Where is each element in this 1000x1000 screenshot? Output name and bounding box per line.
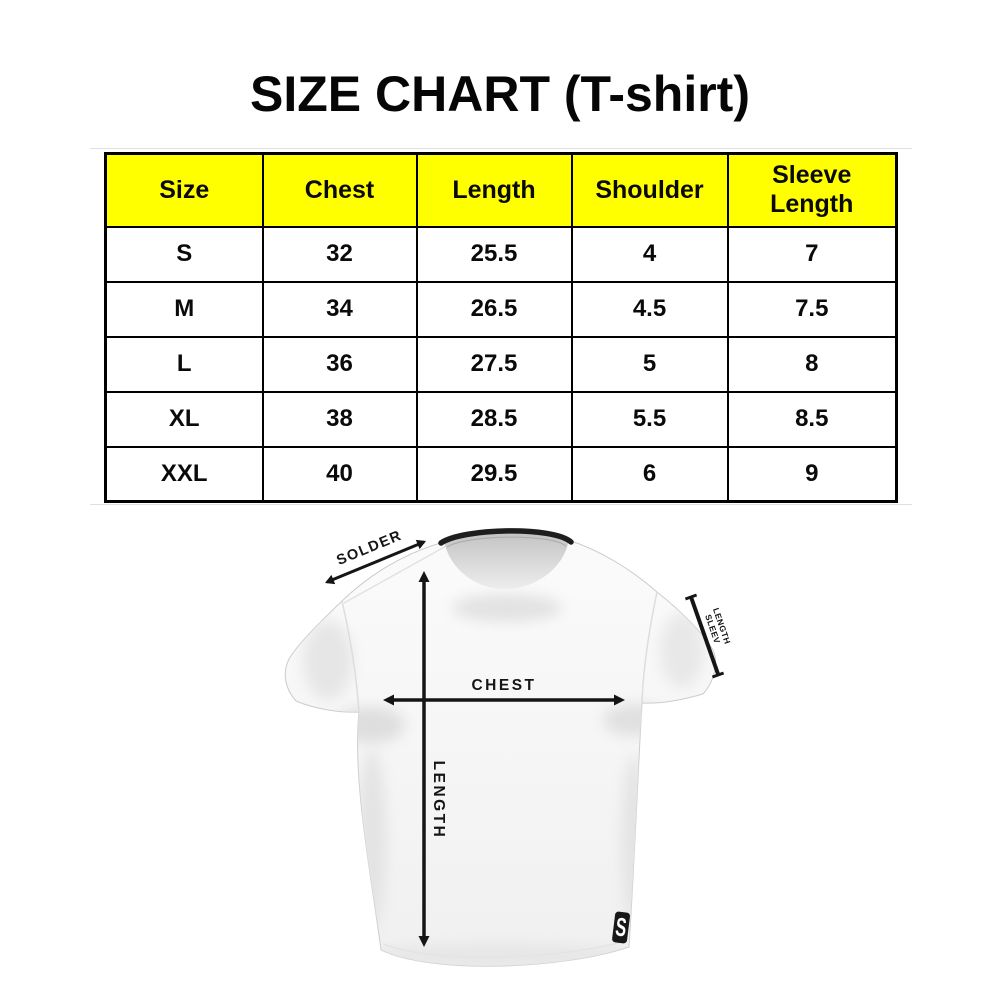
page-title: SIZE CHART (T-shirt) [250,66,750,122]
table-row: XXL 40 29.5 6 9 [104,445,898,503]
sleeve-length-cell: 7 [726,225,898,283]
size-cell: XXL [104,445,264,503]
sleeve-length-cell: 8 [726,335,898,393]
brand-tag-letter: S [614,911,628,942]
shoulder-cell: 5.5 [570,390,729,448]
column-header-shoulder: Shoulder [570,152,729,228]
shoulder-cell: 4 [570,225,729,283]
table-row: L 36 27.5 5 8 [104,335,898,393]
chest-cell: 36 [261,335,418,393]
length-cell: 27.5 [415,335,573,393]
length-label: LENGTH [430,761,447,840]
size-cell: L [104,335,264,393]
collar-band [438,528,574,546]
left-armhole-seam [341,600,360,713]
shoulder-arrow [325,539,426,585]
sleeve-length-cell: 7.5 [726,280,898,338]
left-shoulder-seam [343,544,449,604]
header-row: Size Chest Length Shoulder Sleeve Length [104,152,898,228]
column-header-sleeve-length: Sleeve Length [726,152,898,228]
collar-inner-edge [446,536,567,548]
sleeve-length-cell: 8.5 [726,390,898,448]
shoulder-cell: 4.5 [570,280,729,338]
hem-seam [383,940,627,958]
gridline-bottom [90,504,912,505]
column-header-size: Size [104,152,264,228]
chest-arrow [383,694,625,706]
size-cell: S [104,225,264,283]
shoulder-cell: 5 [570,335,729,393]
chest-cell: 40 [261,445,418,503]
size-cell: XL [104,390,264,448]
table-row: M 34 26.5 4.5 7.5 [104,280,898,338]
size-chart-table: Size Chest Length Shoulder Sleeve Length… [104,152,898,503]
length-cell: 26.5 [415,280,573,338]
brand-tag: S [612,911,630,944]
length-cell: 29.5 [415,445,573,503]
length-cell: 25.5 [415,225,573,283]
right-armhole-seam [641,591,658,704]
chest-cell: 34 [261,280,418,338]
size-cell: M [104,280,264,338]
table-row: S 32 25.5 4 7 [104,225,898,283]
shirt-shading [303,594,704,967]
neck-opening [444,532,569,589]
chest-cell: 32 [261,225,418,283]
sleeve-length-cell: 9 [726,445,898,503]
column-header-length: Length [415,152,573,228]
chest-cell: 38 [261,390,418,448]
gridline-top [90,148,912,149]
chest-label: CHEST [471,677,536,694]
table-row: XL 38 28.5 5.5 8.5 [104,390,898,448]
shoulder-cell: 6 [570,445,729,503]
length-cell: 28.5 [415,390,573,448]
column-header-chest: Chest [261,152,418,228]
sleeve-length-arrow [684,593,725,679]
length-arrow [418,571,430,947]
